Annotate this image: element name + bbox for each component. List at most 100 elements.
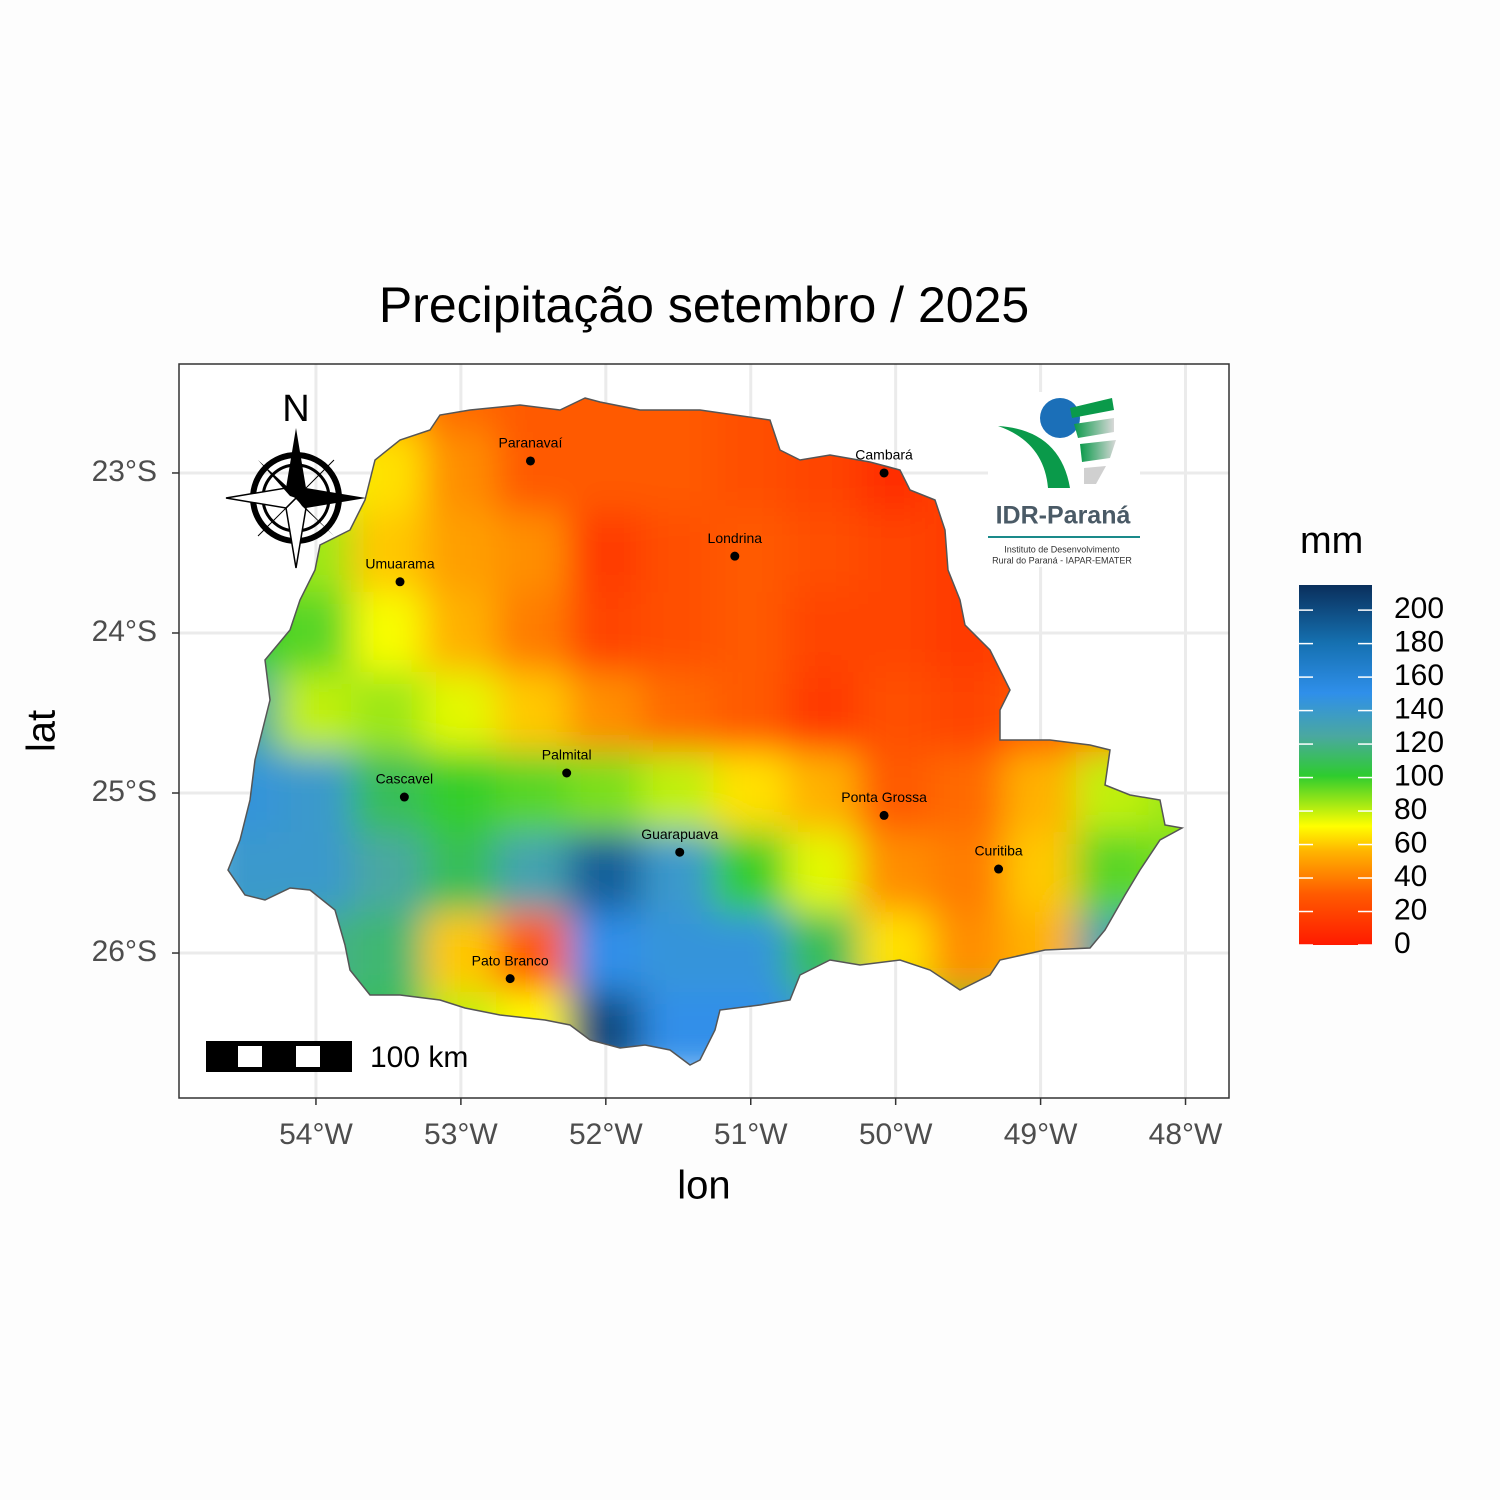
precip-cell [641, 752, 716, 835]
precip-cell [568, 912, 644, 995]
precip-cell [858, 752, 933, 835]
precip-cell [496, 431, 571, 514]
city-label: Pato Branco [472, 952, 549, 968]
precip-cell [713, 832, 788, 915]
precip-cell [423, 671, 499, 755]
precip-cell [568, 591, 644, 674]
precip-cell [713, 912, 788, 995]
precip-cell [1003, 832, 1078, 915]
precip-cell [785, 671, 861, 755]
precip-cell [351, 671, 426, 755]
x-tick-label: 54°W [279, 1118, 353, 1151]
precip-cell [423, 752, 499, 835]
city-label: Umuarama [365, 555, 434, 571]
y-tick-label: 26°S [92, 935, 157, 968]
precip-cell [858, 591, 933, 674]
legend-tick-label: 60 [1394, 826, 1427, 859]
city-point [395, 577, 405, 587]
city-label: Paranavaí [499, 435, 563, 451]
precip-cell [351, 511, 426, 594]
precip-cell [641, 671, 716, 755]
y-tick-label: 25°S [92, 775, 157, 808]
city-point [525, 456, 535, 466]
legend-tick-label: 200 [1394, 592, 1444, 625]
x-tick-label: 52°W [569, 1118, 643, 1151]
legend-tick-label: 160 [1394, 659, 1444, 692]
city-point [505, 974, 515, 984]
precip-cell [641, 832, 716, 915]
x-tick-label: 49°W [1004, 1118, 1078, 1151]
legend-tick-label: 140 [1394, 693, 1444, 726]
scale-bar-label: 100 km [370, 1041, 468, 1074]
precip-cell [423, 431, 499, 514]
chart-title: Precipitação setembro / 2025 [379, 277, 1029, 333]
legend-tick-label: 180 [1394, 626, 1444, 659]
city-label: Cambará [855, 447, 913, 463]
legend-tick-label: 20 [1394, 893, 1427, 926]
x-tick-label: 48°W [1149, 1118, 1223, 1151]
precip-cell [641, 591, 716, 674]
north-arrow: N [225, 388, 366, 569]
precip-cell [785, 752, 861, 835]
legend-colorbar [1299, 585, 1372, 945]
legend-tick-label: 0 [1394, 927, 1411, 960]
precip-cell [858, 832, 933, 915]
precip-cell [713, 671, 788, 755]
precip-cell [423, 591, 499, 674]
legend-title: mm [1300, 520, 1363, 562]
city-point [399, 792, 409, 802]
precip-cell [423, 511, 499, 594]
precip-cell [785, 511, 861, 594]
precip-cell [930, 752, 1006, 835]
precip-cell [278, 671, 354, 755]
legend-tick-label: 120 [1394, 726, 1444, 759]
logo-subtitle: Rural do Paraná - IAPAR-EMATER [992, 555, 1132, 565]
precip-cell [496, 832, 571, 915]
precip-cell [1003, 752, 1078, 835]
precip-cell [858, 671, 933, 755]
precip-cell [351, 912, 426, 995]
city-label: Guarapuava [641, 826, 718, 842]
precip-cell [568, 511, 644, 594]
precip-cell [496, 752, 571, 835]
legend-tick-label: 100 [1394, 759, 1444, 792]
city-point [879, 810, 889, 820]
precip-cell [785, 591, 861, 674]
precip-cell [785, 832, 861, 915]
city-point [994, 864, 1004, 874]
precip-cell [568, 832, 644, 915]
precip-cell [496, 591, 571, 674]
state-border [227, 397, 1185, 1066]
precip-cell [713, 431, 788, 514]
precip-cell [351, 591, 426, 674]
city-point [879, 468, 889, 478]
logo: IDR-Paraná Instituto de Desenvolvimento … [988, 392, 1140, 567]
panel-border [178, 363, 1230, 1099]
logo-subtitle: Instituto de Desenvolvimento [1004, 544, 1120, 554]
x-axis-label: lon [677, 1164, 730, 1208]
precip-cell [713, 752, 788, 835]
precip-cell [351, 832, 426, 915]
city-label: Curitiba [974, 843, 1022, 859]
city-label: Ponta Grossa [841, 789, 927, 805]
city-point [730, 551, 740, 561]
precip-cell [641, 912, 716, 995]
precip-cell [858, 511, 933, 594]
precip-cell [423, 832, 499, 915]
precip-cell [568, 431, 644, 514]
city-label: Palmital [542, 747, 592, 763]
scale-bar: 100 km [206, 1041, 468, 1074]
x-tick-label: 50°W [859, 1118, 933, 1151]
x-tick-label: 51°W [714, 1118, 788, 1151]
precip-cell [713, 511, 788, 594]
precip-cell [568, 752, 644, 835]
precip-cell [351, 752, 426, 835]
precip-cell [496, 511, 571, 594]
y-axis-label: lat [20, 710, 64, 752]
city-label: Cascavel [376, 771, 434, 787]
precip-cell [930, 832, 1006, 915]
city-point [675, 847, 685, 857]
city-point [562, 768, 572, 778]
y-tick-label: 24°S [92, 615, 157, 648]
